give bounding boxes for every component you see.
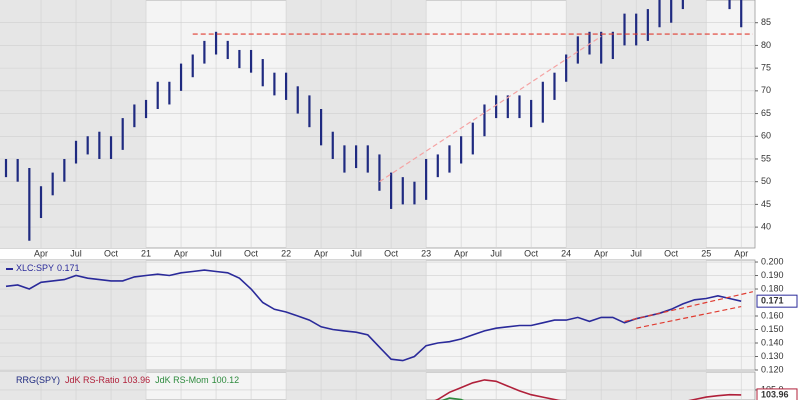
value-box — [756, 294, 798, 308]
y-tick-label: 0.200 — [761, 256, 784, 266]
trend-line — [624, 291, 754, 322]
x-tick-label: Apr — [594, 248, 608, 258]
y-tick-label: 75 — [761, 63, 771, 73]
legend-title: RRG(SPY) — [16, 375, 60, 385]
x-tick-label: Jul — [70, 248, 82, 258]
year-band — [0, 0, 147, 248]
value-box-label: 0.171 — [761, 296, 784, 306]
legend-value: 103.96 — [123, 375, 151, 385]
year-band — [0, 372, 147, 400]
y-tick-label: 0.150 — [761, 324, 784, 334]
value-box — [756, 388, 798, 400]
x-tick-label: 23 — [421, 248, 431, 258]
legend-name: JdK RS-Mom — [155, 375, 209, 385]
x-tick-label: Oct — [664, 248, 679, 258]
x-tick-label: Apr — [314, 248, 328, 258]
y-tick-label: 0.160 — [761, 310, 784, 320]
legend: XLC:SPY 0.171 — [16, 263, 80, 273]
x-tick-label: 22 — [281, 248, 291, 258]
x-tick-label: Jul — [350, 248, 362, 258]
x-tick-label: Oct — [104, 248, 119, 258]
x-tick-label: Jul — [210, 248, 222, 258]
x-tick-label: 21 — [141, 248, 151, 258]
legend: RRG(SPY) JdK RS-Ratio 103.96 JdK RS-Mom 100.… — [16, 375, 239, 385]
y-tick-label: 60 — [761, 131, 771, 141]
x-tick-label: 25 — [701, 248, 711, 258]
y-tick-label: 55 — [761, 153, 771, 163]
trend-line — [379, 35, 602, 183]
x-tick-label: Jul — [630, 248, 642, 258]
y-tick-label: 0.140 — [761, 337, 784, 347]
y-tick-label: 0.130 — [761, 351, 784, 361]
y-tick-label: 0.120 — [761, 364, 784, 374]
series-line — [5, 269, 742, 362]
x-tick-label: 24 — [561, 248, 571, 258]
y-tick-label: 40 — [761, 221, 771, 231]
y-tick-label: 85 — [761, 17, 771, 27]
y-tick-label: 65 — [761, 108, 771, 118]
series-line — [434, 379, 742, 400]
x-tick-label: Oct — [384, 248, 399, 258]
x-tick-label: Apr — [734, 248, 748, 258]
x-tick-label: Apr — [34, 248, 48, 258]
legend-value: 100.12 — [212, 375, 240, 385]
year-band — [0, 260, 147, 370]
x-tick-label: Oct — [244, 248, 259, 258]
plot-area — [0, 372, 755, 400]
y-tick-label: 50 — [761, 176, 771, 186]
trend-line — [636, 305, 742, 329]
y-tick-label: 80 — [761, 40, 771, 50]
plot-area — [0, 0, 755, 248]
value-box-label: 103.96 — [761, 389, 789, 399]
plot-area — [0, 260, 755, 370]
x-tick-label: Oct — [524, 248, 539, 258]
y-tick-label: 70 — [761, 85, 771, 95]
x-tick-label: Apr — [454, 248, 468, 258]
legend-name: JdK RS-Ratio — [65, 375, 120, 385]
x-tick-label: Apr — [174, 248, 188, 258]
legend-value: 0.171 — [57, 263, 80, 273]
legend-name: XLC:SPY — [16, 263, 54, 273]
y-tick-label: 0.180 — [761, 283, 784, 293]
x-tick-label: Jul — [490, 248, 502, 258]
y-tick-label: 0.190 — [761, 270, 784, 280]
y-tick-label: 45 — [761, 199, 771, 209]
